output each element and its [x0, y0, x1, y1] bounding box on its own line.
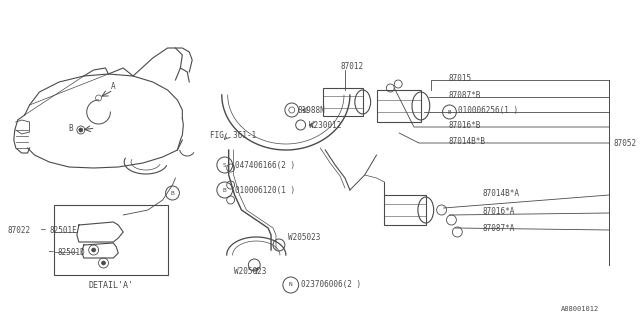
Text: B: B: [448, 109, 451, 115]
Bar: [54, 205, 168, 275]
Text: DETAIL'A': DETAIL'A': [89, 281, 134, 290]
Text: 87087*A: 87087*A: [483, 223, 515, 233]
Text: 047406166(2 ): 047406166(2 ): [235, 161, 294, 170]
Bar: [376, 90, 421, 122]
Text: 82501E: 82501E: [49, 226, 77, 235]
Text: A88001012: A88001012: [561, 306, 599, 312]
Text: —: —: [49, 247, 54, 257]
Text: W205023: W205023: [288, 233, 320, 242]
Text: B: B: [171, 190, 174, 196]
Text: A: A: [110, 82, 115, 91]
Text: W205023: W205023: [234, 268, 266, 276]
Text: 87016*B: 87016*B: [449, 121, 481, 130]
Circle shape: [102, 261, 106, 265]
Circle shape: [92, 248, 95, 252]
Text: N: N: [289, 283, 292, 287]
Text: 87014B*A: 87014B*A: [483, 188, 520, 197]
Text: 023706006(2 ): 023706006(2 ): [301, 281, 361, 290]
Text: W230012: W230012: [308, 121, 341, 130]
Text: FIG. 361-1: FIG. 361-1: [210, 131, 256, 140]
Text: B: B: [223, 188, 227, 193]
Text: 82501D: 82501D: [57, 247, 85, 257]
Text: B: B: [68, 124, 72, 132]
Bar: [385, 195, 426, 225]
Circle shape: [79, 128, 83, 132]
Text: 87087*B: 87087*B: [449, 91, 481, 100]
Text: 010006120(1 ): 010006120(1 ): [235, 186, 294, 195]
Text: S: S: [223, 163, 227, 167]
Text: —: —: [42, 226, 46, 235]
Text: 87016*A: 87016*A: [483, 206, 515, 215]
Text: 87015: 87015: [449, 74, 472, 83]
Text: 81988N: 81988N: [298, 106, 325, 115]
Text: 87014B*B: 87014B*B: [449, 137, 486, 146]
Text: 010006256(1 ): 010006256(1 ): [458, 106, 518, 115]
Bar: [323, 88, 363, 116]
Text: 87012: 87012: [340, 61, 363, 70]
Text: 87022: 87022: [8, 226, 31, 235]
Text: 87052: 87052: [613, 139, 636, 148]
